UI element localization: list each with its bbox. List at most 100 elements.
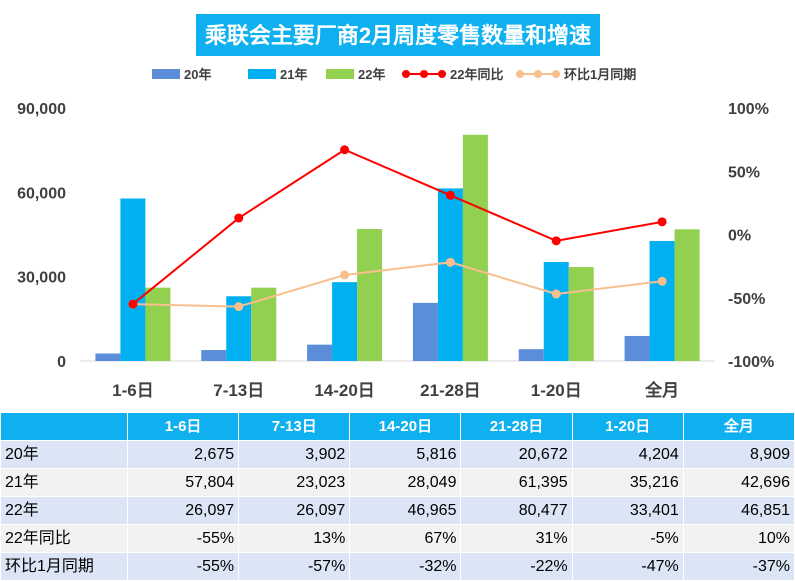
bar-21年-14-20日 (332, 282, 358, 361)
left-tick-label: 30,000 (17, 270, 66, 287)
bar-20年-全月 (624, 335, 650, 361)
legend-marker (534, 70, 542, 78)
table-cell: 28,049 (349, 468, 462, 497)
table-column-header: 14-20日 (349, 412, 462, 441)
bar-21年-1-20日 (543, 262, 569, 361)
table-cell: 46,851 (682, 496, 795, 525)
table-cell: -32% (349, 552, 462, 581)
table-cell: 10% (682, 524, 795, 553)
table-body: 20年 2,675 3,902 5,816 20,672 4,204 8,909 21年 57,… (0, 440, 795, 581)
table-cell: 8,909 (682, 440, 795, 469)
table-row: 22年同比 -55% 13% 67% 31% -5% 10% (0, 524, 795, 553)
right-tick-label: -100% (728, 354, 774, 371)
bar-series (95, 134, 700, 361)
table-column-header: 全月 (682, 412, 795, 441)
line-环比1月同期 (132, 261, 663, 308)
chart-area: 乘联会主要厂商2月周度零售数量和增速 20年 21年 22年 22年同比 环比1月同期 … (17, 14, 775, 400)
legend-swatch-22年 (326, 69, 354, 79)
table-row-label: 环比1月同期 (0, 552, 128, 581)
right-tick-label: 0% (728, 228, 751, 245)
table-cell: 13% (238, 524, 351, 553)
bar-22年-1-20日 (568, 267, 594, 361)
point-22年同比-7-13日 (234, 213, 244, 223)
left-tick-label: 90,000 (17, 101, 66, 118)
point-22年同比-1-20日 (551, 236, 561, 246)
table-cell: 26,097 (238, 496, 351, 525)
table-row: 22年 26,097 26,097 46,965 80,477 33,401 46,851 (0, 496, 795, 525)
table-cell: 4,204 (571, 440, 684, 469)
table-cell: 2,675 (126, 440, 240, 469)
table-row-label: 21年 (0, 468, 128, 497)
bar-20年-7-13日 (201, 350, 227, 361)
table-cell: -22% (460, 552, 573, 581)
bar-21年-全月 (649, 240, 675, 361)
table-column-header: 1-6日 (126, 412, 240, 441)
table-cell: 3,902 (238, 440, 351, 469)
bar-22年-21-28日 (462, 134, 488, 361)
table-cell: 5,816 (349, 440, 462, 469)
table-cell: -47% (571, 552, 684, 581)
category-label: 1-20日 (531, 381, 582, 400)
table-cell: 35,216 (571, 468, 684, 497)
table-cell: 57,804 (126, 468, 240, 497)
table-cell: 33,401 (571, 496, 684, 525)
table-column-header: 1-20日 (571, 412, 684, 441)
table-cell: 80,477 (460, 496, 573, 525)
table-row-label: 22年 (0, 496, 128, 525)
bar-20年-21-28日 (412, 302, 438, 361)
table-cell: -57% (238, 552, 351, 581)
bar-20年-14-20日 (307, 344, 333, 361)
legend-marker (516, 70, 524, 78)
bar-21年-21-28日 (437, 188, 463, 361)
category-label: 14-20日 (314, 381, 374, 400)
point-环比1月同期-21-28日 (445, 257, 455, 267)
table-row: 环比1月同期 -55% -57% -32% -22% -47% -37% (0, 552, 795, 581)
line-series (128, 145, 667, 312)
right-tick-label: -50% (728, 291, 765, 308)
category-label: 7-13日 (213, 381, 264, 400)
left-tick-label: 0 (57, 354, 66, 371)
data-table: 1-6日 7-13日 14-20日 21-28日 1-20日 全月 20年 2,675 3,9… (0, 412, 795, 581)
legend-swatch-21年 (248, 69, 276, 79)
table-cell: -55% (126, 552, 240, 581)
point-22年同比-全月 (657, 217, 667, 227)
table-cell: 26,097 (126, 496, 240, 525)
point-22年同比-1-6日 (128, 299, 138, 309)
point-环比1月同期-1-20日 (551, 289, 561, 299)
point-环比1月同期-全月 (657, 276, 667, 286)
table-cell: -55% (126, 524, 240, 553)
table-cell: 67% (349, 524, 462, 553)
right-axis: -100% -50% 0% 50% 100% (728, 101, 774, 371)
table-header: 1-6日 7-13日 14-20日 21-28日 1-20日 全月 (0, 412, 795, 441)
title-box (196, 14, 600, 56)
chart-title: 乘联会主要厂商2月周度零售数量和增速 (204, 23, 591, 48)
bar-21年-1-6日 (120, 198, 146, 361)
legend-label: 环比1月同期 (564, 67, 636, 82)
bar-22年-14-20日 (357, 228, 383, 361)
legend-marker (402, 70, 410, 78)
point-22年同比-21-28日 (445, 190, 455, 200)
right-tick-label: 50% (728, 164, 760, 181)
legend-label: 21年 (280, 67, 307, 82)
legend-swatch-20年 (152, 69, 180, 79)
bar-22年-1-6日 (145, 287, 171, 361)
table-cell: -37% (682, 552, 795, 581)
table-cell: 42,696 (682, 468, 795, 497)
table-cell: 61,395 (460, 468, 573, 497)
left-axis: 0 30,000 60,000 90,000 (17, 101, 66, 371)
table-cell: 20,672 (460, 440, 573, 469)
right-tick-label: 100% (728, 101, 769, 118)
bar-20年-1-6日 (95, 353, 121, 361)
bar-22年-全月 (674, 229, 700, 361)
table-column-header: 21-28日 (460, 412, 573, 441)
table-cell: 46,965 (349, 496, 462, 525)
legend-marker (552, 70, 560, 78)
table-column-header: 7-13日 (238, 412, 351, 441)
point-环比1月同期-14-20日 (340, 270, 350, 280)
table-cell: 31% (460, 524, 573, 553)
legend-marker (420, 70, 428, 78)
legend-label: 20年 (184, 67, 211, 82)
table-row-label: 20年 (0, 440, 128, 469)
line-22年同比 (132, 148, 663, 305)
legend-marker (438, 70, 446, 78)
